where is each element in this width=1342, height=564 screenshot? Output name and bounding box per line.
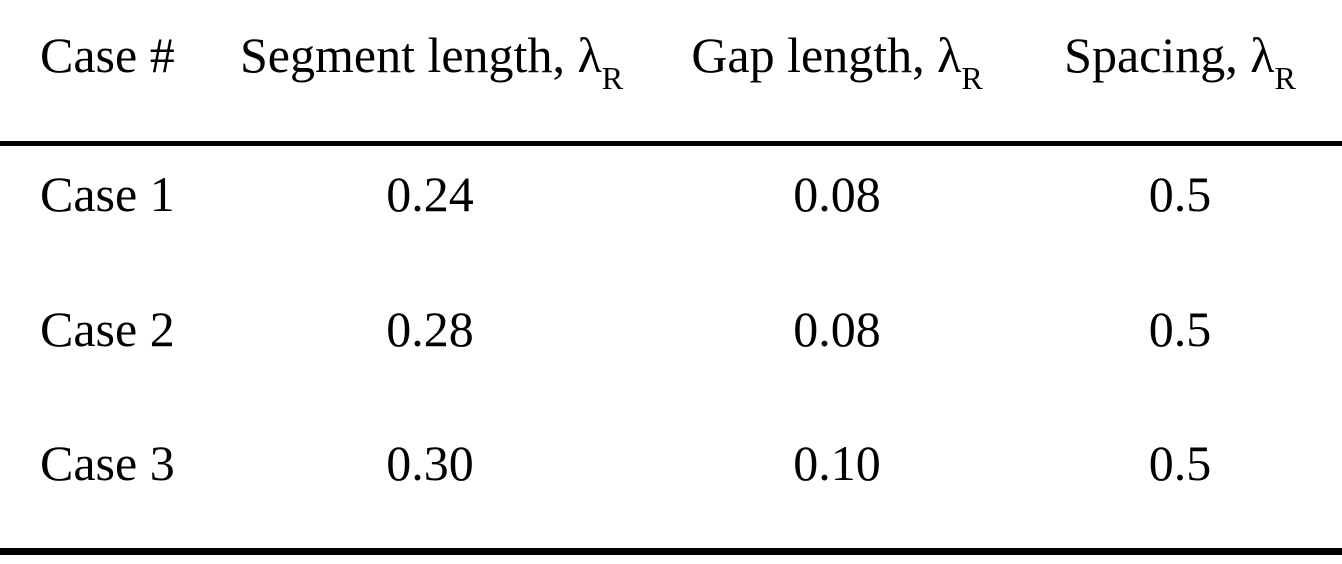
cell-segment-length: 0.30 xyxy=(386,435,474,492)
column-header-label: Spacing, λ xyxy=(1064,27,1275,84)
cell-spacing: 0.5 xyxy=(1148,166,1212,223)
column-header-label: Segment length, λ xyxy=(240,27,602,84)
cell-gap-length: 0.08 xyxy=(793,166,881,223)
table-row: Case 1 0.24 0.08 0.5 xyxy=(0,143,1342,279)
table-header-row: Case # Segment length, λR Gap length, λR… xyxy=(0,0,1342,146)
cell-segment-length: 0.24 xyxy=(386,166,474,223)
column-header-spacing: Spacing, λR xyxy=(1054,0,1342,146)
column-header-label: Case # xyxy=(40,27,175,84)
column-header-segment-length: Segment length, λR xyxy=(240,0,624,146)
lambda-subscript: R xyxy=(961,60,983,96)
cell-segment-length: 0.28 xyxy=(386,301,474,357)
cell-case-number: Case 1 xyxy=(40,166,175,223)
lambda-subscript: R xyxy=(601,60,624,96)
table-row: Case 3 0.30 0.10 0.5 xyxy=(0,415,1342,551)
cell-gap-length: 0.08 xyxy=(793,301,881,357)
cell-spacing: 0.5 xyxy=(1148,301,1212,357)
lambda-subscript: R xyxy=(1274,60,1296,96)
column-header-case-number: Case # xyxy=(0,0,240,146)
cell-case-number: Case 2 xyxy=(40,301,175,357)
cell-spacing: 0.5 xyxy=(1148,435,1212,492)
column-header-label: Gap length, λ xyxy=(691,27,962,84)
cell-case-number: Case 3 xyxy=(40,435,175,492)
column-header-gap-length: Gap length, λR xyxy=(620,0,1054,146)
cell-gap-length: 0.10 xyxy=(793,435,881,492)
table-row: Case 2 0.28 0.08 0.5 xyxy=(0,279,1342,415)
